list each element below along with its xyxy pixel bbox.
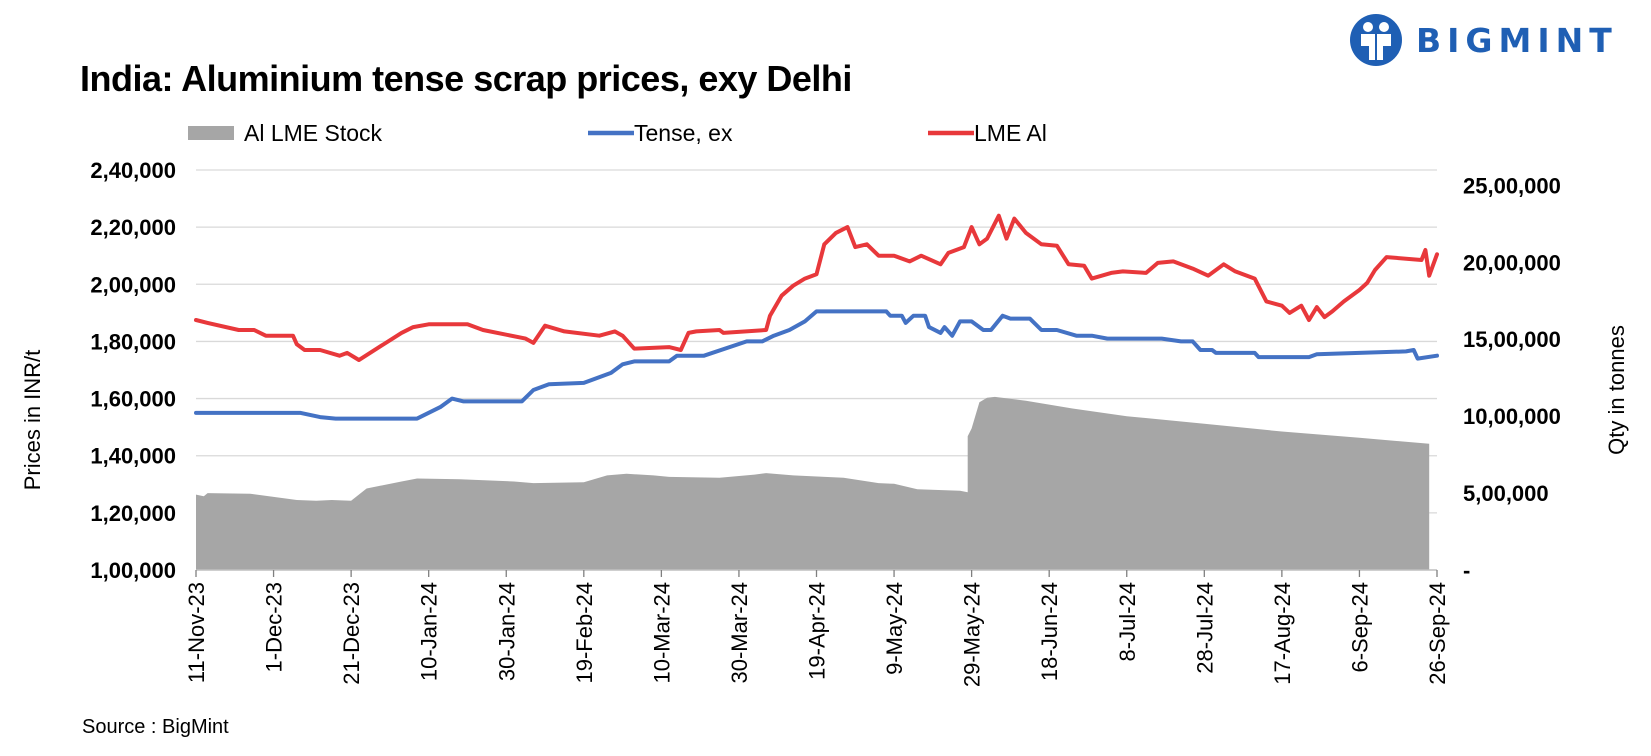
legend-label: Al LME Stock bbox=[244, 120, 383, 146]
line-series-lme-al bbox=[194, 213, 1439, 362]
y-left-tick-label: 2,00,000 bbox=[90, 272, 176, 297]
y-right-tick-label: 10,00,000 bbox=[1463, 404, 1561, 429]
legend-label: LME Al bbox=[974, 120, 1047, 146]
y-left-tick-label: 1,40,000 bbox=[90, 444, 176, 469]
y-left-tick-label: 2,20,000 bbox=[90, 215, 176, 240]
y-right-tick-label: 20,00,000 bbox=[1463, 250, 1561, 275]
x-tick-label: 19-Apr-24 bbox=[805, 582, 830, 680]
x-tick-label: 8-Jul-24 bbox=[1115, 582, 1140, 661]
y-left-tick-label: 1,20,000 bbox=[90, 501, 176, 526]
x-tick-label: 26-Sep-24 bbox=[1425, 582, 1450, 685]
legend-label: Tense, ex bbox=[634, 120, 733, 146]
x-tick-label: 1-Dec-23 bbox=[262, 582, 287, 672]
legend-swatch-area bbox=[188, 126, 234, 140]
y-left-tick-label: 1,80,000 bbox=[90, 329, 176, 354]
chart-title: India: Aluminium tense scrap prices, exy… bbox=[80, 58, 852, 99]
x-tick-label: 17-Aug-24 bbox=[1270, 582, 1295, 685]
x-tick-label: 10-Jan-24 bbox=[417, 582, 442, 681]
y-right-tick-label: 25,00,000 bbox=[1463, 173, 1561, 198]
y-left-tick-label: 1,00,000 bbox=[90, 558, 176, 583]
x-tick-label: 9-May-24 bbox=[882, 582, 907, 675]
axes: 1,00,000 1,20,000 1,40,000 1,60,000 1,80,000… bbox=[20, 158, 1629, 687]
y-left-axis-title: Prices in INR/t bbox=[20, 350, 45, 491]
x-tick-label: 10-Mar-24 bbox=[649, 582, 674, 683]
legend: Al LME Stock Tense, ex LME Al bbox=[188, 120, 1047, 146]
x-tick-label: 30-Jan-24 bbox=[494, 582, 519, 681]
x-tick-label: 29-May-24 bbox=[960, 582, 985, 687]
x-tick-label: 11-Nov-23 bbox=[184, 582, 209, 683]
x-tick-label: 28-Jul-24 bbox=[1192, 582, 1217, 674]
x-tick-label: 21-Dec-23 bbox=[339, 582, 364, 685]
bigmint-people-logo-icon bbox=[1350, 14, 1402, 66]
y-right-axis-title: Qty in tonnes bbox=[1604, 325, 1629, 455]
area-series-lme-stock bbox=[196, 396, 1430, 570]
y-right-tick-label: 15,00,000 bbox=[1463, 327, 1561, 352]
x-tick-label: 6-Sep-24 bbox=[1347, 582, 1372, 673]
area-series-layer bbox=[196, 396, 1430, 570]
y-left-tick-label: 1,60,000 bbox=[90, 387, 176, 412]
y-left-tick-label: 2,40,000 bbox=[90, 158, 176, 183]
source-note: Source : BigMint bbox=[82, 716, 229, 738]
line-series-layer bbox=[194, 213, 1439, 421]
bigmint-logo: BIGMINT bbox=[1348, 12, 1618, 68]
y-right-tick-label: 5,00,000 bbox=[1463, 481, 1549, 506]
x-tick-label: 30-Mar-24 bbox=[727, 582, 752, 683]
line-series-tense-ex bbox=[194, 309, 1439, 421]
y-right-tick-label: - bbox=[1463, 558, 1470, 583]
x-tick-label: 19-Feb-24 bbox=[572, 582, 597, 684]
logo-text: BIGMINT bbox=[1416, 20, 1618, 60]
x-tick-label: 18-Jun-24 bbox=[1037, 582, 1062, 681]
